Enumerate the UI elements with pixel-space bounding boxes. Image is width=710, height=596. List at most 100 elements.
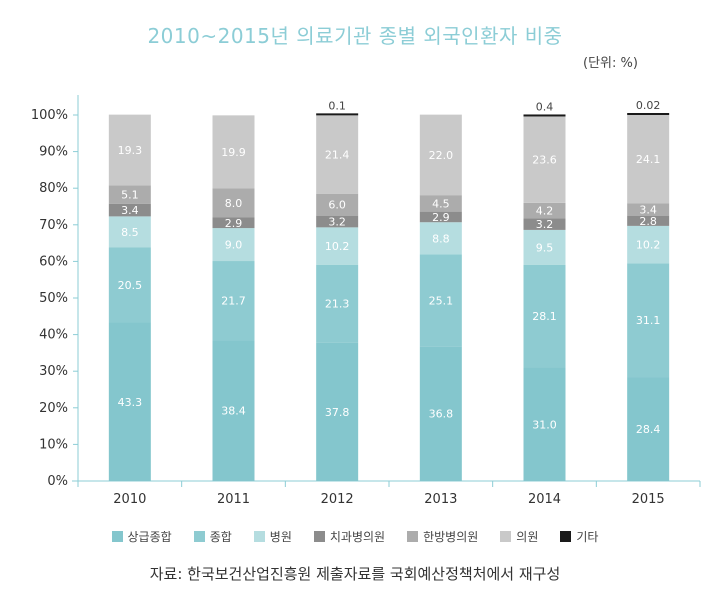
x-tick-label: 2014 [528, 492, 561, 507]
data-label: 10.2 [325, 240, 350, 253]
y-tick-label: 70% [39, 218, 68, 233]
legend-swatch [500, 531, 512, 542]
bar-segment-2011-상급종합 [212, 340, 255, 481]
axes: 0% 10% 20% 30% 40% 50% 60% 70% 80% 90% 100% 2010 201… [31, 95, 701, 507]
bar-segment-2011-병원 [212, 228, 255, 262]
bar-segment-2015-상급종합 [627, 377, 670, 481]
bar-segment-2012-상급종합 [316, 342, 359, 481]
bar-segment-2014-상급종합 [523, 367, 566, 481]
legend-label: 기타 [576, 530, 599, 544]
data-label: 2.8 [639, 215, 657, 228]
legend-swatch [407, 531, 419, 542]
data-label: 9.5 [536, 241, 554, 254]
legend-swatch [560, 531, 572, 542]
data-label: 37.8 [325, 406, 350, 419]
data-label: 8.5 [121, 226, 139, 239]
bar-segment-2010-병원 [108, 216, 151, 248]
data-label: 43.3 [118, 396, 143, 409]
y-tick-label: 100% [31, 108, 68, 123]
bar-segment-2012-기타 [316, 113, 359, 116]
legend-label: 종합 [209, 530, 232, 544]
legend-label: 상급종합 [127, 530, 172, 544]
data-label: 2.9 [432, 211, 450, 224]
unit-note: (단위: %) [583, 56, 638, 71]
bar-segment-2013-한방병의원 [419, 195, 462, 212]
data-label: 21.7 [221, 295, 246, 308]
bar-segment-2012-치과병의원 [316, 215, 359, 228]
bar-segment-2012-종합 [316, 264, 359, 343]
legend-swatch [253, 531, 265, 542]
legend-swatch [313, 531, 325, 542]
bar-segment-2015-종합 [627, 263, 670, 378]
bar-segment-2011-한방병의원 [212, 188, 255, 218]
data-label: 19.3 [118, 144, 143, 157]
data-label: 3.2 [536, 218, 554, 231]
bar-segment-2012-한방병의원 [316, 193, 359, 216]
y-tick-label: 60% [39, 254, 68, 269]
x-tick-label: 2015 [632, 492, 665, 507]
bar-segment-2013-병원 [419, 222, 462, 255]
bar-segment-2010-치과병의원 [108, 203, 151, 217]
bar-segment-2013-상급종합 [419, 346, 462, 481]
legend-label: 의원 [516, 530, 539, 544]
stacked-bar-chart: 0% 10% 20% 30% 40% 50% 60% 70% 80% 90% 100% 2010 201… [31, 95, 701, 507]
x-tick-label: 2012 [321, 492, 354, 507]
y-tick-label: 30% [39, 364, 68, 379]
data-label: 3.2 [328, 216, 346, 229]
data-label: 38.4 [221, 405, 246, 418]
bar-segment-2010-종합 [108, 247, 151, 323]
data-label: 2.9 [225, 217, 243, 230]
legend-label: 한방병의원 [423, 530, 479, 544]
data-label: 21.4 [325, 149, 350, 162]
legend-label: 병원 [269, 530, 292, 544]
data-label: 6.0 [328, 199, 346, 212]
legend-item: 치과병의원 [313, 528, 385, 545]
legend-item: 한방병의원 [407, 528, 478, 545]
bar-segment-2013-치과병의원 [419, 211, 462, 223]
data-label: 4.5 [432, 197, 450, 210]
bar-segment-2011-의원 [212, 115, 255, 189]
data-label: 9.0 [225, 239, 243, 252]
x-tick-label: 2010 [113, 492, 146, 507]
data-label: 3.4 [639, 203, 657, 216]
data-label: 4.2 [536, 205, 554, 218]
data-label: 23.6 [532, 154, 557, 167]
bar-segment-2014-종합 [523, 264, 566, 368]
bar-segment-2015-기타 [627, 113, 670, 115]
bar-segment-2014-의원 [523, 116, 566, 203]
bar-segment-2012-의원 [316, 115, 359, 194]
bar-segment-2010-의원 [108, 114, 151, 186]
legend-item: 기타 [560, 528, 598, 545]
bar-segment-2014-한방병의원 [523, 202, 566, 219]
legend-item: 상급종합 [111, 528, 172, 545]
bar-segment-2013-의원 [419, 114, 462, 196]
data-label: 3.4 [121, 204, 139, 217]
data-label: 22.0 [429, 149, 454, 162]
data-label: 24.1 [636, 153, 661, 166]
data-label: 19.9 [221, 146, 246, 159]
bar-segment-2011-종합 [212, 261, 255, 341]
legend-item: 종합 [193, 528, 232, 545]
bar-segment-2014-병원 [523, 229, 566, 265]
bar-segment-2014-치과병의원 [523, 218, 566, 230]
data-label: 0.4 [536, 100, 554, 113]
y-tick-label: 10% [39, 437, 68, 452]
data-label: 36.8 [429, 408, 454, 421]
bar-segment-2010-상급종합 [108, 322, 151, 481]
data-label: 28.4 [636, 423, 661, 436]
legend: 상급종합 종합 병원 치과병의원 한방병의원 의원 기타 [0, 528, 710, 545]
data-label: 8.8 [432, 232, 450, 245]
legend-item: 병원 [253, 528, 292, 545]
data-label: 21.3 [325, 298, 350, 311]
data-label: 5.1 [121, 189, 139, 202]
data-label: 28.1 [532, 310, 557, 323]
bar-segment-2015-치과병의원 [627, 215, 670, 226]
legend-swatch [111, 531, 123, 542]
bar-segment-2014-기타 [523, 114, 566, 117]
bar-segment-2012-병원 [316, 227, 359, 265]
bar-segment-2015-한방병의원 [627, 203, 670, 216]
y-tick-label: 40% [39, 328, 68, 343]
bars [108, 113, 670, 481]
bar-segment-2015-의원 [627, 115, 670, 204]
y-tick-label: 0% [47, 474, 68, 489]
